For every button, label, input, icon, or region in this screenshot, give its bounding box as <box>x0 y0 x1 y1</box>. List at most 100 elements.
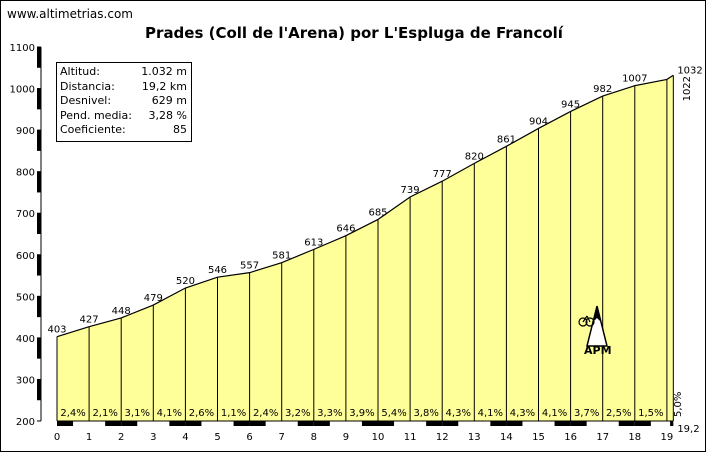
x-axis-segment <box>506 421 523 426</box>
x-axis-segment <box>185 421 202 426</box>
info-box: Altitud: 1.032 m Distancia: 19,2 km Desnivel… <box>56 62 192 142</box>
elevation-label: 945 <box>561 99 580 110</box>
elevation-label: 646 <box>336 224 355 235</box>
gradient-label: 1,1% <box>221 408 246 419</box>
x-axis-segment <box>490 421 507 426</box>
elevation-label: 613 <box>304 237 323 248</box>
gradient-label: 4,1% <box>542 408 567 419</box>
x-tick-label: 2 <box>118 432 124 443</box>
gradient-label: 4,1% <box>478 408 503 419</box>
x-tick-label: 8 <box>311 432 317 443</box>
gradient-label: 3,1% <box>125 408 150 419</box>
elevation-label: 1032 <box>677 65 702 76</box>
info-value: 85 <box>173 123 187 137</box>
x-axis-segment <box>169 421 186 426</box>
x-axis-segment <box>378 421 395 426</box>
info-label: Coeficiente: <box>60 123 126 137</box>
info-row: Desnivel: 629 m <box>57 94 191 109</box>
x-tick-label: 11 <box>404 432 417 443</box>
x-axis-segment <box>634 421 651 426</box>
y-tick-label: 900 <box>16 126 35 137</box>
x-axis-segment <box>570 421 587 426</box>
x-axis-segment <box>233 421 250 426</box>
x-axis-segment <box>57 421 74 426</box>
y-tick-label: 500 <box>16 292 35 303</box>
x-axis-segment <box>297 421 314 426</box>
x-tick-label: 5 <box>214 432 220 443</box>
mountain-icon <box>578 305 608 347</box>
x-tick-label: 3 <box>150 432 156 443</box>
info-label: Desnivel: <box>60 94 112 108</box>
info-row: Altitud: 1.032 m <box>57 65 191 80</box>
x-axis-segment <box>121 421 138 426</box>
info-value: 1.032 m <box>141 65 187 78</box>
x-tick-label: 15 <box>532 432 545 443</box>
gradient-label: 2,5% <box>606 408 631 419</box>
y-axis-segment <box>37 379 41 401</box>
x-axis-segment <box>618 421 635 426</box>
y-tick-label: 1100 <box>10 43 35 54</box>
elevation-label: 581 <box>272 251 291 262</box>
x-tick-label: 0 <box>54 432 60 443</box>
y-tick-label: 200 <box>16 417 35 428</box>
elevation-label: 546 <box>208 265 227 276</box>
info-label: Distancia: <box>60 79 115 93</box>
gradient-label: 2,4% <box>60 408 85 419</box>
x-tick-label: 13 <box>468 432 481 443</box>
elevation-label: 982 <box>593 84 612 95</box>
x-axis-segment <box>554 421 571 426</box>
info-row: Distancia: 19,2 km <box>57 80 191 95</box>
y-tick-label: 300 <box>16 375 35 386</box>
site-url: www.altimetrias.com <box>7 7 133 21</box>
gradient-label: 4,3% <box>446 408 471 419</box>
gradient-label: 3,3% <box>317 408 342 419</box>
elevation-label: 861 <box>497 134 516 145</box>
y-axis-segment <box>37 296 41 318</box>
info-value: 3,28 % <box>148 108 187 122</box>
x-axis-segment <box>426 421 443 426</box>
info-value: 19,2 km <box>141 79 187 93</box>
x-axis-segment <box>105 421 122 426</box>
gradient-label: 2,6% <box>189 408 214 419</box>
y-axis-segment <box>37 213 41 234</box>
elevation-label: 820 <box>465 151 484 162</box>
elevation-label: 739 <box>401 185 420 196</box>
elevation-label: 448 <box>112 306 131 317</box>
x-axis-segment <box>670 421 674 426</box>
info-row: Pend. media: 3,28 % <box>57 109 191 124</box>
apm-label: APM <box>584 344 612 357</box>
y-tick-label: 700 <box>16 209 35 220</box>
elevation-label: 520 <box>176 276 195 287</box>
x-axis-segment <box>313 421 330 426</box>
info-value: 629 m <box>151 94 187 108</box>
gradient-label: 4,3% <box>510 408 535 419</box>
y-axis-segment <box>37 47 41 68</box>
gradient-label: 4,1% <box>157 408 182 419</box>
y-axis-segment <box>37 171 41 193</box>
info-row: Coeficiente: 85 <box>57 123 191 138</box>
apm-logo: APM <box>575 300 615 358</box>
elevation-label: 403 <box>47 325 66 336</box>
gradient-label: 3,7% <box>574 408 599 419</box>
elevation-line <box>56 74 674 338</box>
y-tick-label: 1000 <box>10 85 35 96</box>
x-axis-segment <box>442 421 459 426</box>
y-axis-segment <box>37 88 41 110</box>
y-axis-segment <box>37 337 41 359</box>
x-tick-label: 12 <box>436 432 449 443</box>
elevation-area <box>57 75 674 421</box>
gradient-label: 1,5% <box>638 408 663 419</box>
gradient-label: 3,8% <box>413 408 438 419</box>
x-tick-label: 9 <box>343 432 349 443</box>
y-axis-segment <box>37 254 41 276</box>
x-tick-label: 10 <box>372 432 385 443</box>
gradient-label: 2,1% <box>92 408 117 419</box>
chart-title: Prades (Coll de l'Arena) por L'Espluga d… <box>145 24 563 42</box>
gradient-label: 2,4% <box>253 408 278 419</box>
x-end-label: 19,2 <box>677 424 699 435</box>
y-tick-label: 600 <box>16 251 35 262</box>
x-tick-label: 6 <box>246 432 252 443</box>
x-tick-label: 1 <box>86 432 92 443</box>
gradient-label: 5,4% <box>381 408 406 419</box>
